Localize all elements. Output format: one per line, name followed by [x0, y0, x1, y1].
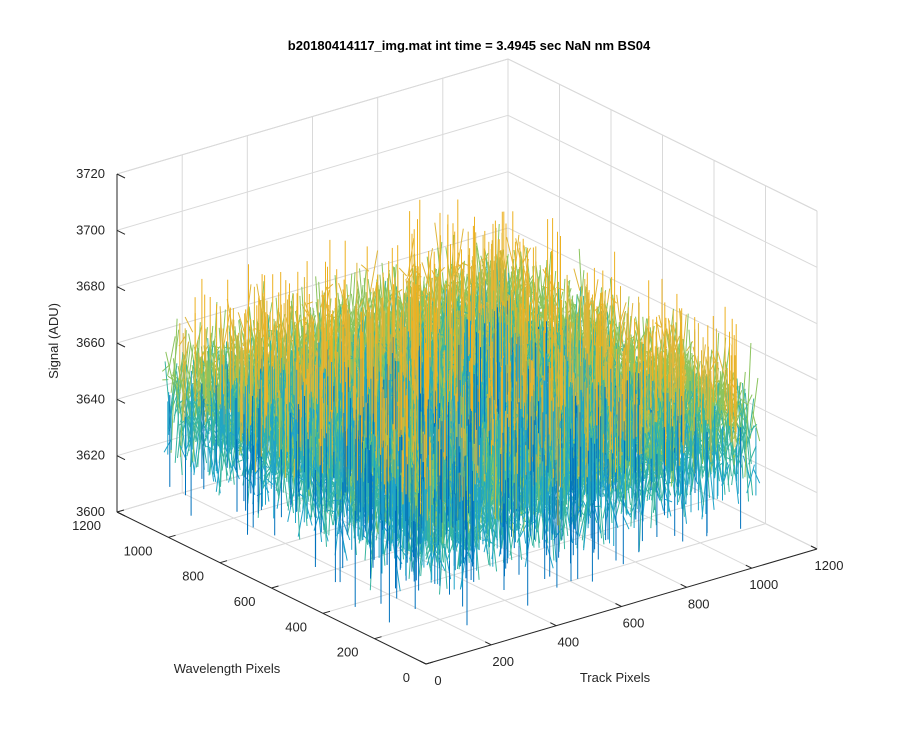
back-wall-gridline-z [116, 227, 509, 344]
surface-mesh-segment [618, 302, 627, 329]
surface-mesh-segment [369, 250, 379, 294]
surface-mesh-segment [167, 336, 176, 376]
floor-gridline-y [374, 523, 766, 640]
surface-layer [161, 199, 761, 626]
surface-mesh-segment [327, 509, 336, 513]
side-wall-gridline-z [507, 171, 818, 325]
side-wall-gridline-z [507, 114, 818, 268]
back-wall-gridline-z [116, 171, 509, 288]
surface-mesh-segment [177, 390, 186, 458]
back-wall-gridline-z [116, 114, 509, 231]
surface-mesh-segment [406, 263, 415, 280]
surface-mesh-segment [398, 267, 408, 277]
box-top-edge [507, 58, 818, 212]
surface-mesh-segment [205, 428, 215, 482]
box-top-edge [116, 58, 509, 175]
surface-mesh-segment [184, 316, 194, 333]
surface-mesh-segment [228, 453, 237, 483]
surface-mesh-segment [455, 228, 464, 281]
surface-mesh-segment [341, 518, 351, 541]
